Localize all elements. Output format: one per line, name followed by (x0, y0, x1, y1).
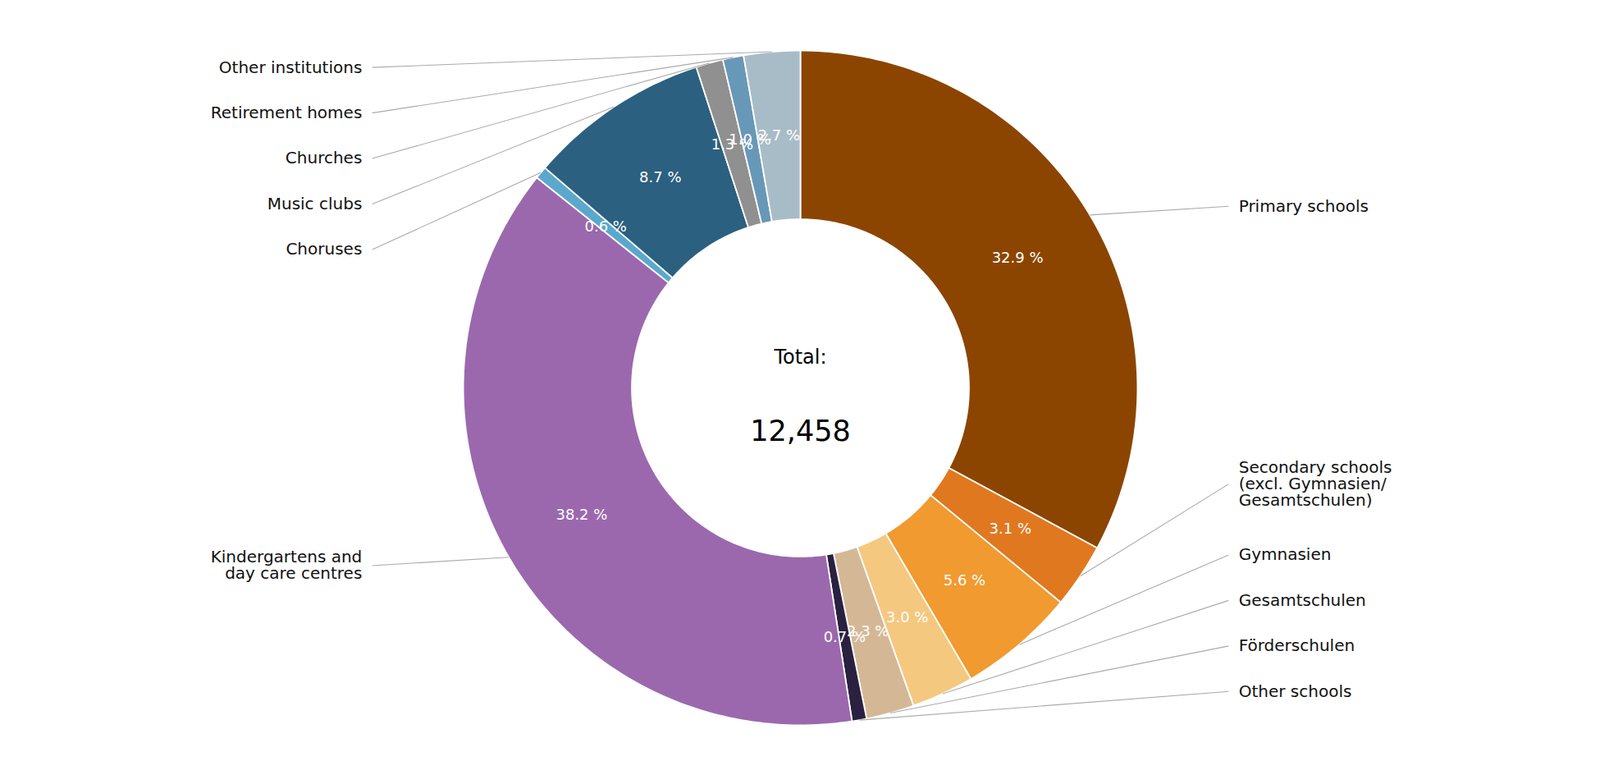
svg-text:Total:: Total: (772, 345, 827, 369)
svg-text:Secondary schools(excl. Gymnas: Secondary schools(excl. Gymnasien/Gesamt… (1238, 457, 1393, 510)
svg-text:Förderschulen: Förderschulen (1238, 635, 1355, 655)
svg-text:5.6 %: 5.6 % (943, 571, 986, 589)
svg-text:Gymnasien: Gymnasien (1238, 544, 1332, 564)
svg-text:32.9 %: 32.9 % (992, 248, 1044, 266)
svg-text:12,458: 12,458 (749, 414, 851, 448)
svg-text:Retirement homes: Retirement homes (210, 102, 363, 123)
svg-text:Churches: Churches (285, 147, 363, 168)
svg-text:Other institutions: Other institutions (219, 57, 362, 78)
svg-text:2.7 %: 2.7 % (758, 126, 800, 144)
svg-text:Other schools: Other schools (1238, 681, 1353, 701)
svg-text:Music clubs: Music clubs (267, 193, 363, 214)
svg-text:38.2 %: 38.2 % (555, 505, 608, 523)
svg-text:0.7 %: 0.7 % (823, 627, 866, 645)
svg-text:0.6 %: 0.6 % (584, 217, 627, 235)
svg-text:Kindergartens andday care cent: Kindergartens andday care centres (210, 546, 363, 583)
svg-text:Gesamtschulen: Gesamtschulen (1238, 589, 1367, 610)
svg-text:1.0 %: 1.0 % (728, 130, 772, 148)
svg-text:8.7 %: 8.7 % (639, 168, 682, 186)
svg-text:3.1 %: 3.1 % (989, 519, 1032, 537)
svg-text:Choruses: Choruses (285, 238, 362, 259)
svg-text:Primary schools: Primary schools (1238, 196, 1369, 216)
svg-text:3.0 %: 3.0 % (886, 608, 928, 626)
svg-text:2.3 %: 2.3 % (846, 622, 889, 640)
